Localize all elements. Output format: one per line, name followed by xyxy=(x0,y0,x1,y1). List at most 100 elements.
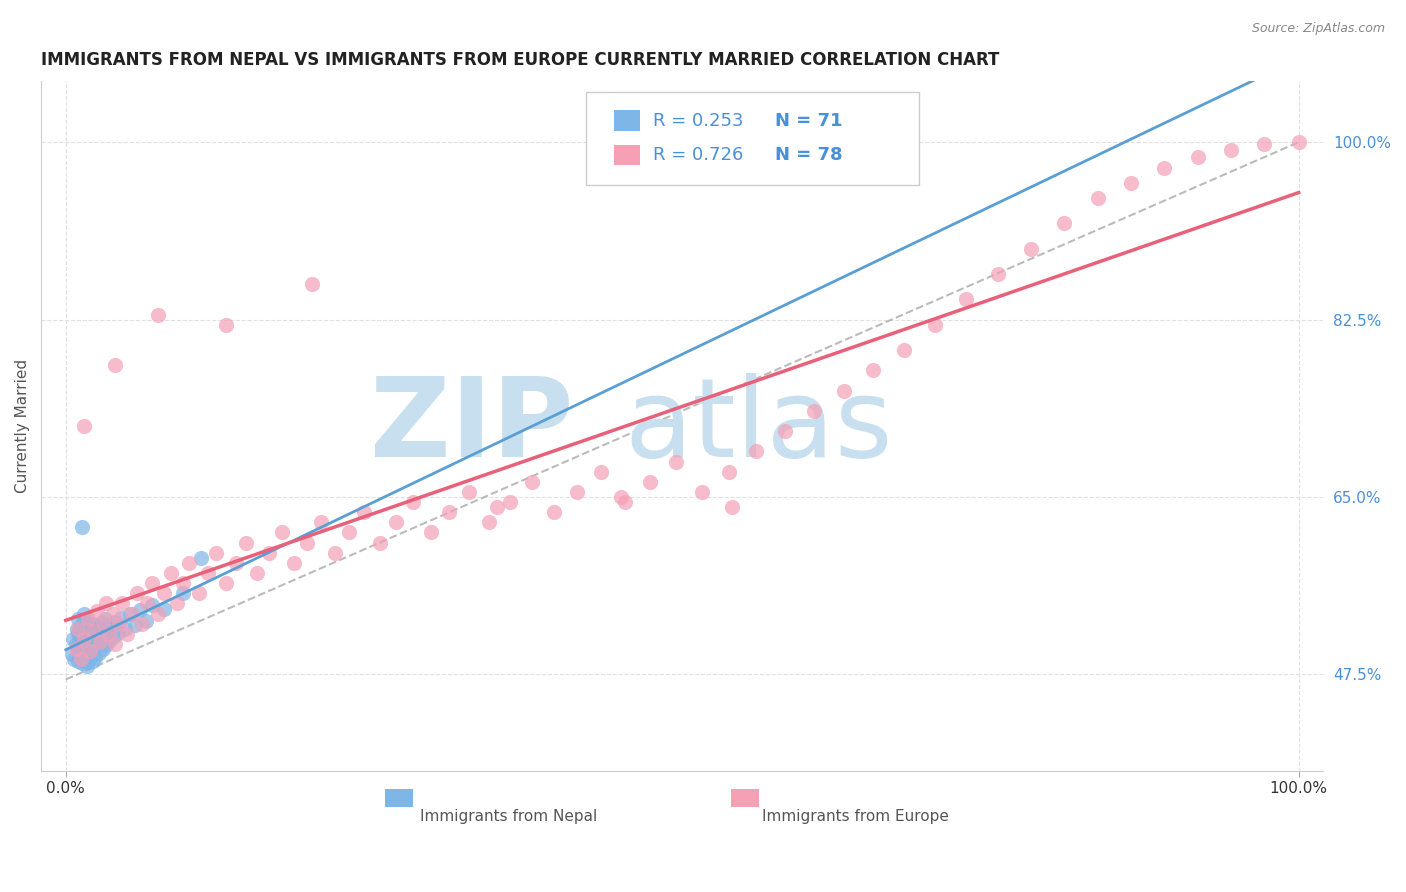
Point xyxy=(478,516,501,530)
Point xyxy=(75,648,97,662)
Point xyxy=(67,639,90,653)
Point xyxy=(89,635,111,649)
Point xyxy=(297,535,319,549)
Point xyxy=(75,632,97,647)
FancyBboxPatch shape xyxy=(731,789,759,806)
Text: atlas: atlas xyxy=(624,373,893,480)
Point xyxy=(283,556,305,570)
Point xyxy=(72,644,94,658)
Point xyxy=(60,647,83,661)
Point xyxy=(172,586,194,600)
Point xyxy=(520,475,543,489)
Point xyxy=(73,652,96,666)
Y-axis label: Currently Married: Currently Married xyxy=(15,359,30,493)
Point xyxy=(225,556,247,570)
FancyBboxPatch shape xyxy=(385,789,413,806)
Point xyxy=(82,654,104,668)
Point xyxy=(609,490,631,504)
Point xyxy=(153,586,176,600)
Point xyxy=(638,475,661,489)
Point xyxy=(73,607,96,621)
Point xyxy=(257,546,280,560)
Point xyxy=(148,308,170,322)
Point xyxy=(96,638,118,652)
Point xyxy=(215,576,238,591)
Point xyxy=(589,465,612,479)
Point xyxy=(1187,150,1209,164)
Point xyxy=(197,566,219,580)
Point xyxy=(83,624,105,638)
Point xyxy=(94,612,117,626)
Point xyxy=(76,644,98,658)
Point xyxy=(90,615,112,630)
Point xyxy=(832,384,855,398)
Text: ZIP: ZIP xyxy=(370,373,574,480)
Point xyxy=(690,484,713,499)
Point xyxy=(124,617,146,632)
Point xyxy=(614,495,637,509)
Point xyxy=(111,596,134,610)
Point xyxy=(141,576,163,591)
Point xyxy=(924,318,946,332)
Point xyxy=(89,631,111,645)
Point xyxy=(76,659,98,673)
Point xyxy=(73,632,96,646)
Point xyxy=(69,620,91,634)
Point xyxy=(128,602,150,616)
Point xyxy=(87,646,110,660)
Point xyxy=(141,599,163,613)
Point xyxy=(893,343,915,357)
Point xyxy=(70,657,93,671)
Point xyxy=(91,615,114,629)
Point xyxy=(72,629,94,643)
Point xyxy=(69,631,91,645)
Point xyxy=(97,623,120,637)
Point xyxy=(101,630,124,644)
FancyBboxPatch shape xyxy=(586,92,920,185)
Point xyxy=(136,596,159,610)
Point xyxy=(1087,191,1109,205)
Point xyxy=(419,525,441,540)
Point xyxy=(67,635,90,649)
Point xyxy=(955,293,977,307)
Point xyxy=(86,603,108,617)
Point xyxy=(385,516,408,530)
Point xyxy=(73,622,96,636)
Point xyxy=(67,612,90,626)
Point xyxy=(1053,216,1076,230)
FancyBboxPatch shape xyxy=(614,145,640,165)
Point xyxy=(166,596,188,610)
Point xyxy=(1019,242,1042,256)
Point xyxy=(70,625,93,640)
Point xyxy=(110,610,132,624)
Point xyxy=(79,621,101,635)
Point xyxy=(91,642,114,657)
Point xyxy=(82,616,104,631)
Text: Immigrants from Nepal: Immigrants from Nepal xyxy=(420,809,598,823)
Point xyxy=(62,632,84,646)
Point xyxy=(458,484,481,499)
Point xyxy=(718,465,741,479)
Point xyxy=(65,637,87,651)
Point xyxy=(131,616,153,631)
Point xyxy=(402,495,425,509)
Point xyxy=(235,535,257,549)
Point xyxy=(67,622,90,636)
Point xyxy=(114,622,136,636)
Point xyxy=(803,404,825,418)
Text: N = 71: N = 71 xyxy=(775,112,842,129)
Point xyxy=(301,277,323,291)
Point xyxy=(117,627,139,641)
Point xyxy=(77,655,100,669)
Point xyxy=(177,556,200,570)
Point xyxy=(987,267,1010,281)
Point xyxy=(498,495,520,509)
Point xyxy=(337,525,360,540)
Point xyxy=(121,607,143,621)
Point xyxy=(437,505,460,519)
Point xyxy=(148,607,170,621)
Point xyxy=(107,625,129,640)
Point xyxy=(567,484,589,499)
Point xyxy=(368,535,391,549)
Point xyxy=(96,596,118,610)
